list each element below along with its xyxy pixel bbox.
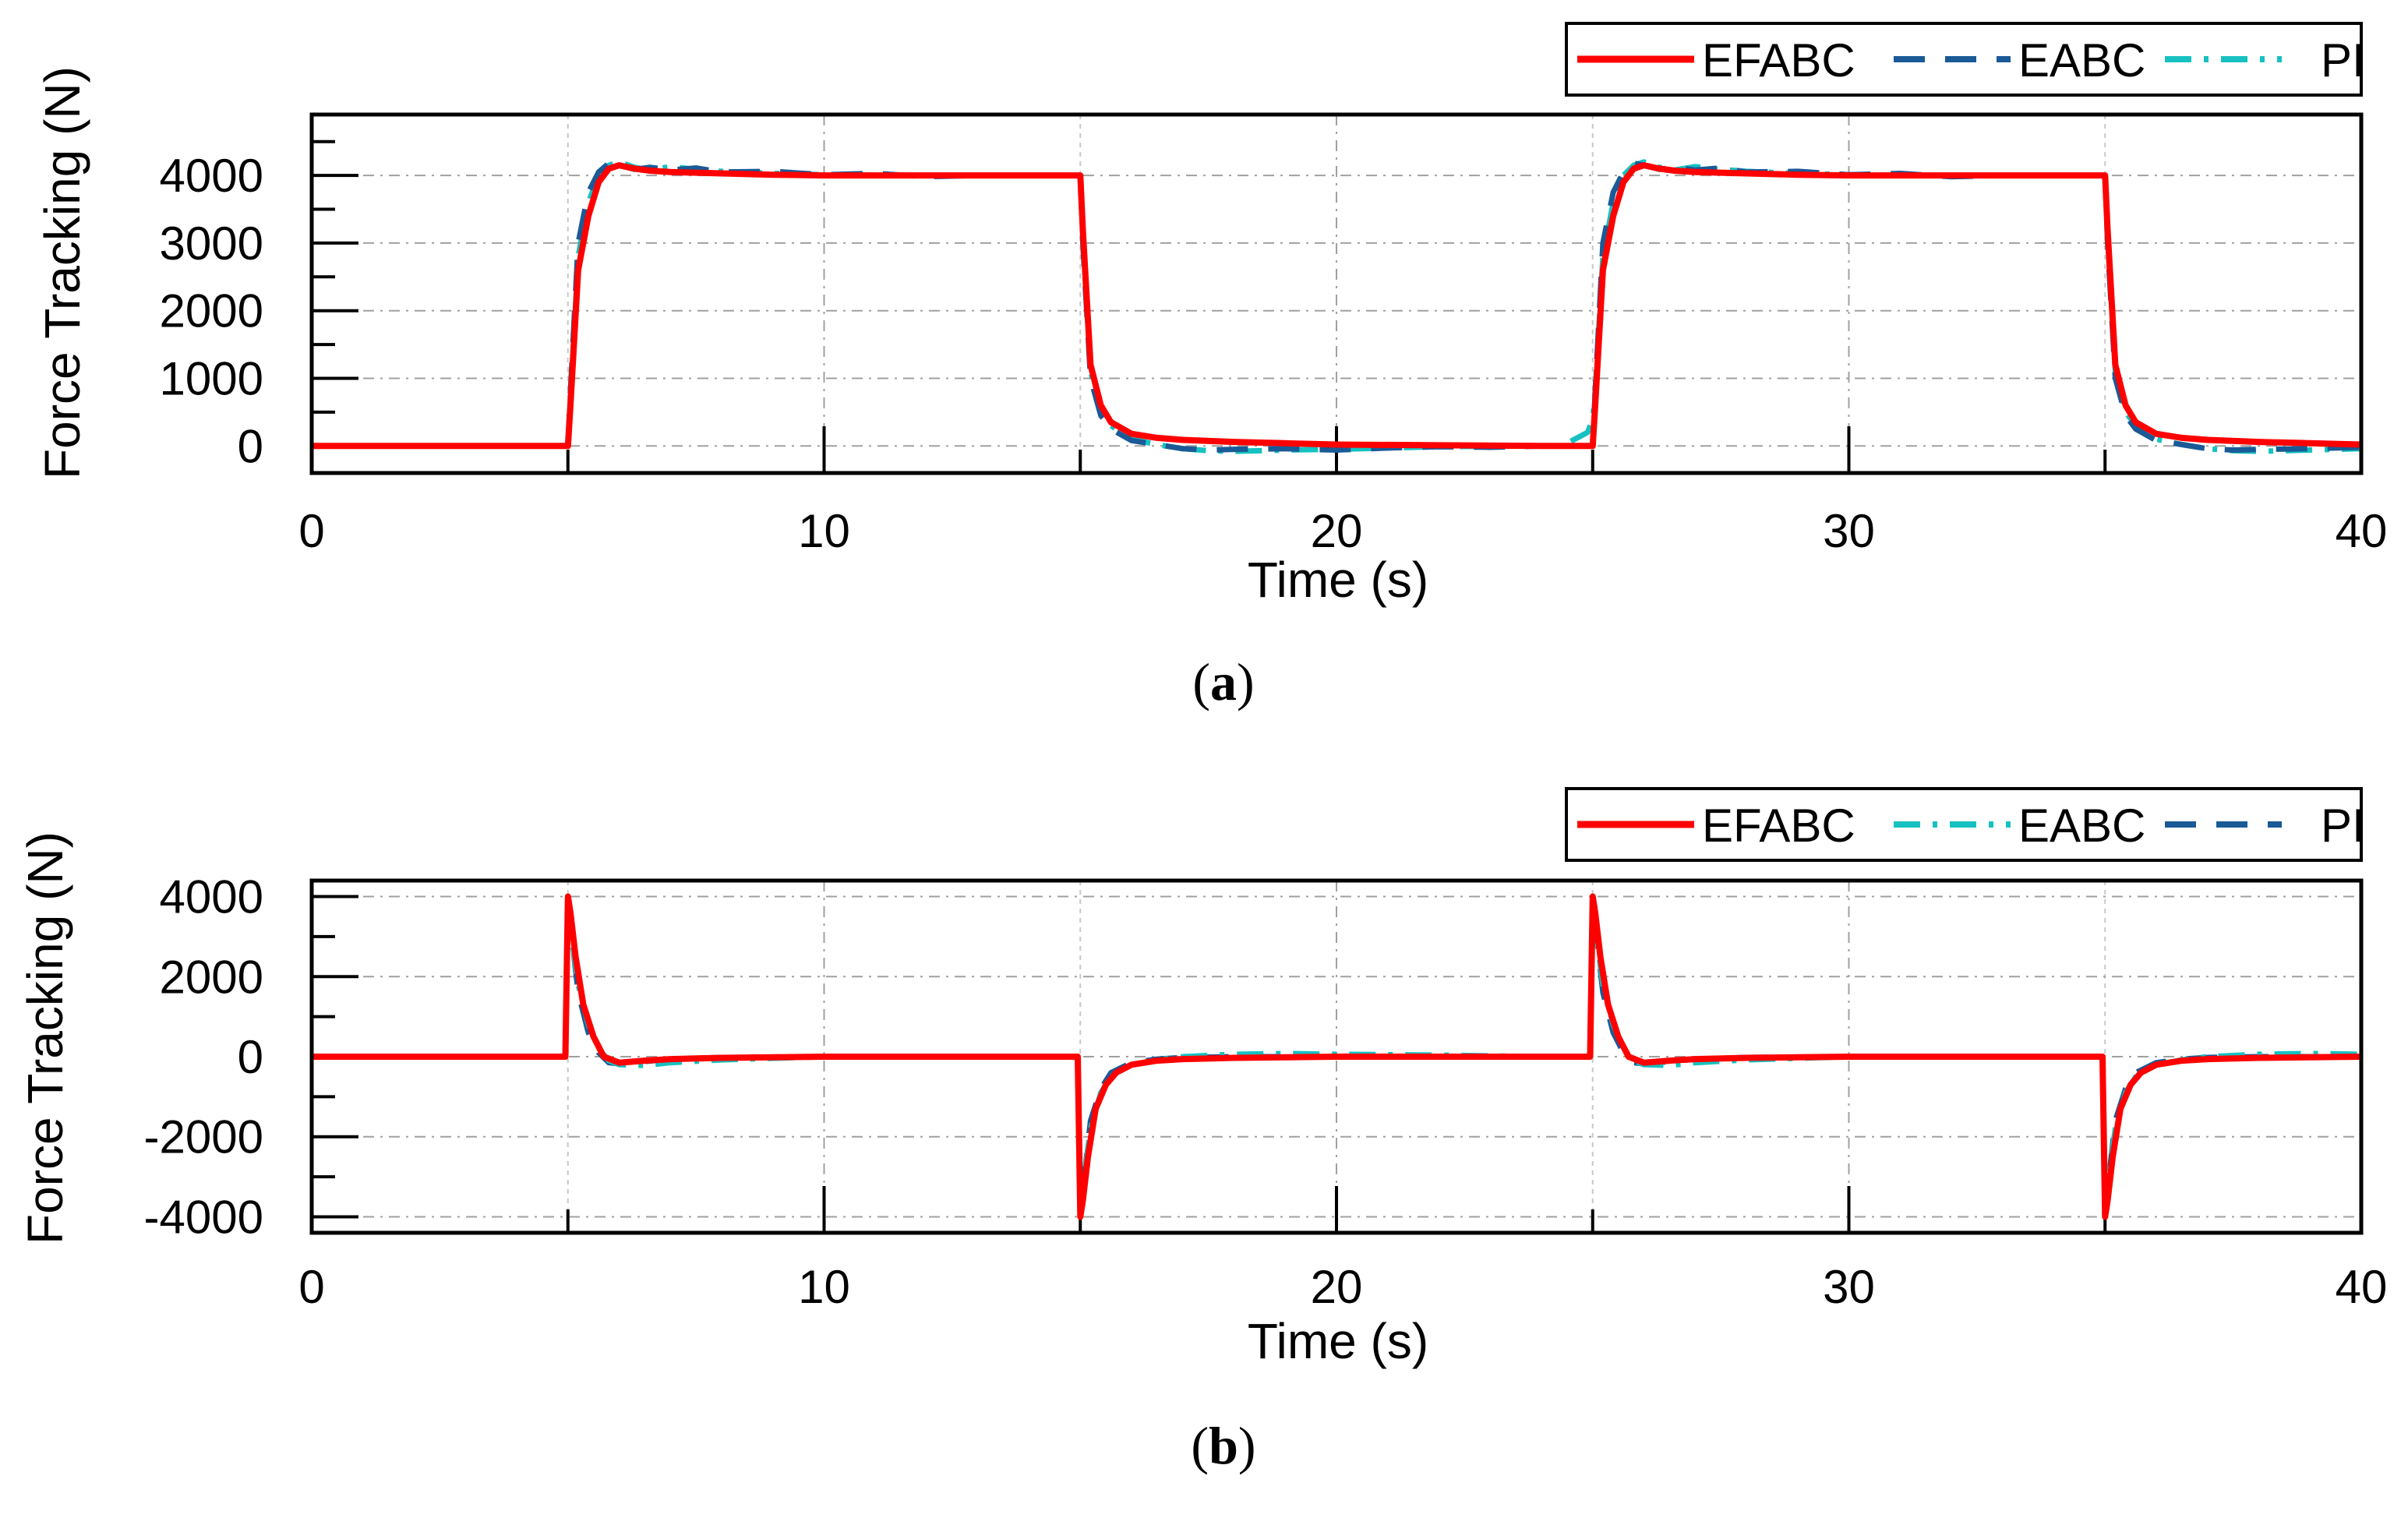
chart-panel-b: 0 10 20 30 40 -4000 -2000 0 2000 4000 Time (s) Forc… xyxy=(17,787,2388,1475)
series-group xyxy=(312,159,2361,454)
x-tick-label: 10 xyxy=(798,1261,850,1313)
panel-caption: (a) xyxy=(1192,652,1254,711)
x-tick-label: 20 xyxy=(1311,505,1363,557)
x-tick-label: 30 xyxy=(1823,1261,1875,1313)
legend: EFABC EABC PI xyxy=(1565,787,2365,862)
x-tick-label: 0 xyxy=(298,1261,324,1313)
x-axis-label: Time (s) xyxy=(1248,552,1428,608)
panel-caption: (b) xyxy=(1191,1416,1255,1475)
y-axis-label: Force Tracking (N) xyxy=(34,66,90,479)
y-tick-label: 0 xyxy=(238,420,263,472)
y-tick-label: 1000 xyxy=(160,352,263,404)
x-tick-label: 40 xyxy=(2336,505,2388,557)
legend: EFABC EABC PI xyxy=(1565,22,2365,97)
y-tick-label: 2000 xyxy=(160,951,263,1003)
y-tick-label: -4000 xyxy=(144,1191,263,1243)
y-tick-label: 0 xyxy=(238,1031,263,1083)
legend-label-eabc: EABC xyxy=(2018,800,2145,852)
x-tick-label: 0 xyxy=(298,505,324,557)
legend-label-efabc: EFABC xyxy=(1702,34,1855,86)
x-tick-label: 20 xyxy=(1311,1261,1363,1313)
x-tick-label: 10 xyxy=(798,505,850,557)
series-line-efabc xyxy=(312,162,2361,450)
y-tick-label: 2000 xyxy=(160,285,263,337)
legend-label-eabc: EABC xyxy=(2018,34,2145,86)
x-axis-label: Time (s) xyxy=(1248,1313,1428,1369)
y-tick-label: 4000 xyxy=(160,871,263,923)
series-group xyxy=(312,893,2361,1220)
chart-panel-a: 0 10 20 30 40 0 1000 2000 3000 4000 Time (s) Force … xyxy=(34,22,2388,711)
plot-frame xyxy=(309,112,2364,475)
legend-label-pi: PI xyxy=(2321,34,2365,86)
legend-label-efabc: EFABC xyxy=(1702,800,1855,852)
y-tick-label: 4000 xyxy=(160,150,263,202)
plot-frame xyxy=(309,878,2364,1235)
y-tick-label: -2000 xyxy=(144,1111,263,1163)
y-tick-label: 3000 xyxy=(160,217,263,270)
series-line-efabc xyxy=(312,893,2361,1220)
x-tick-label: 30 xyxy=(1823,505,1875,557)
y-axis-label: Force Tracking (N) xyxy=(17,831,73,1244)
x-tick-label: 40 xyxy=(2336,1261,2388,1313)
legend-label-pi: PI xyxy=(2321,800,2365,852)
